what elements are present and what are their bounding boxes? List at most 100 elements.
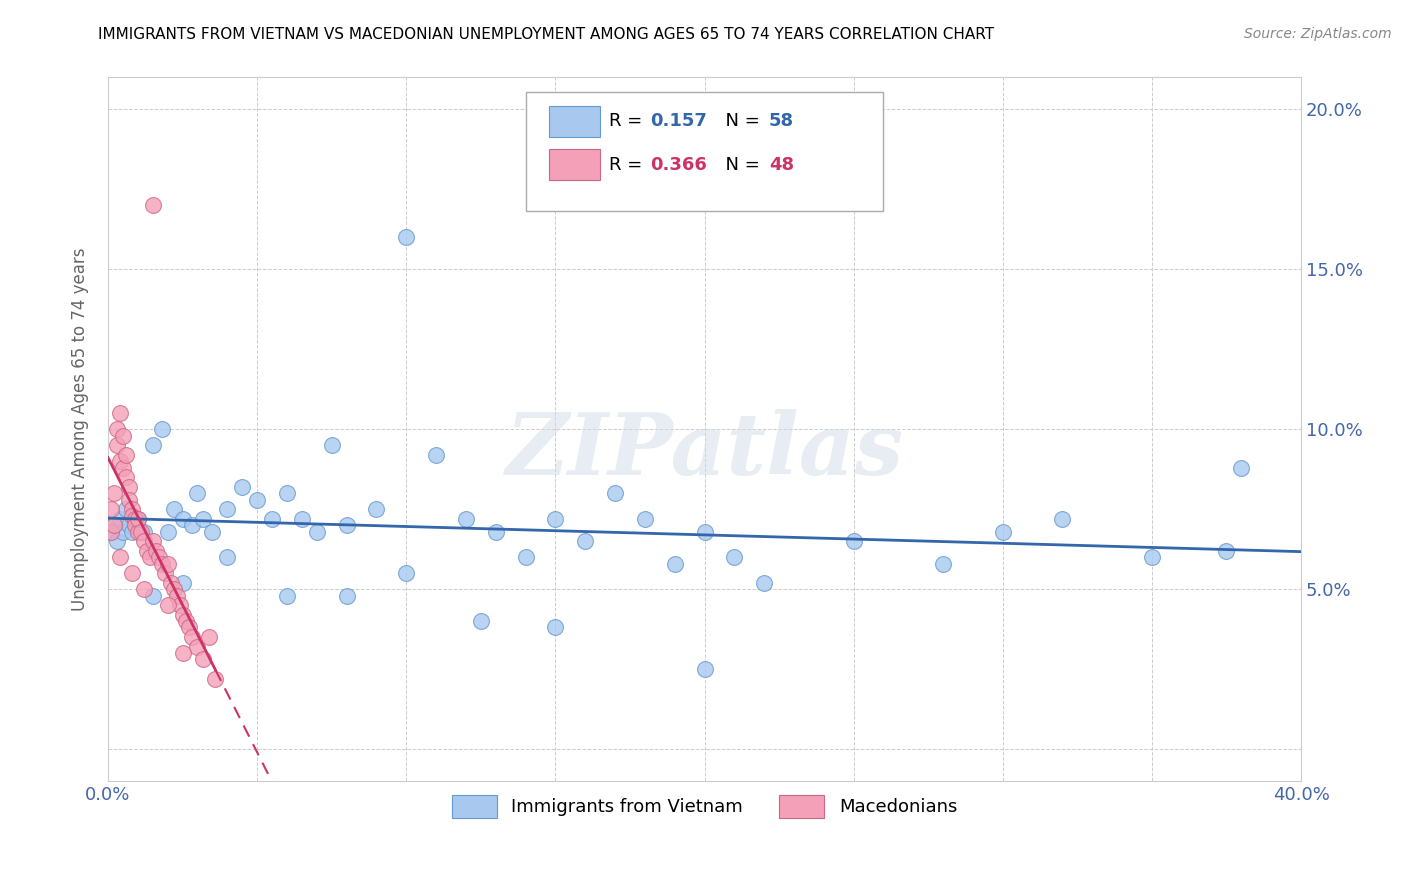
Point [177, 620, 200, 634]
Point [115, 470, 138, 484]
Text: 0.157: 0.157 [650, 112, 706, 130]
Point [111, 460, 134, 475]
Point [470, 614, 492, 628]
Point [723, 550, 745, 565]
Point [193, 512, 215, 526]
Point [108, 550, 131, 565]
Point [485, 524, 508, 539]
Point [193, 652, 215, 666]
Point [180, 518, 202, 533]
Text: Source: ZipAtlas.com: Source: ZipAtlas.com [1244, 27, 1392, 41]
Text: N =: N = [714, 112, 765, 130]
Point [932, 557, 955, 571]
Text: 0.366: 0.366 [650, 156, 706, 174]
Point [153, 566, 176, 581]
Point [991, 524, 1014, 539]
Point [142, 589, 165, 603]
Point [291, 512, 314, 526]
Point [159, 575, 181, 590]
Point [115, 448, 138, 462]
Text: N =: N = [714, 156, 765, 174]
Point [156, 524, 179, 539]
Point [1140, 550, 1163, 565]
Point [118, 518, 141, 533]
Point [752, 575, 775, 590]
Point [842, 534, 865, 549]
Point [142, 438, 165, 452]
Text: 48: 48 [769, 156, 794, 174]
Point [395, 230, 418, 244]
Point [231, 480, 253, 494]
Point [1052, 512, 1074, 526]
Point [186, 486, 208, 500]
Point [100, 502, 122, 516]
Point [142, 534, 165, 549]
Point [574, 534, 596, 549]
Point [108, 406, 131, 420]
Point [105, 534, 128, 549]
Point [204, 672, 226, 686]
Point [180, 630, 202, 644]
Y-axis label: Unemployment Among Ages 65 to 74 years: Unemployment Among Ages 65 to 74 years [72, 247, 89, 611]
Point [145, 543, 167, 558]
Point [127, 524, 149, 539]
Point [124, 512, 146, 526]
Point [1215, 543, 1237, 558]
Point [166, 589, 188, 603]
Point [201, 524, 224, 539]
Point [105, 438, 128, 452]
FancyBboxPatch shape [526, 92, 883, 211]
Point [124, 518, 146, 533]
Point [115, 502, 138, 516]
Point [246, 492, 269, 507]
Point [321, 438, 343, 452]
Point [634, 512, 657, 526]
Point [217, 502, 239, 516]
Point [174, 614, 197, 628]
Point [1230, 460, 1253, 475]
Point [121, 524, 143, 539]
Point [305, 524, 328, 539]
Point [111, 428, 134, 442]
Point [118, 480, 141, 494]
Point [111, 524, 134, 539]
Point [544, 512, 567, 526]
Point [132, 534, 155, 549]
Point [150, 557, 173, 571]
Point [693, 524, 716, 539]
Point [118, 492, 141, 507]
Point [132, 582, 155, 596]
Point [162, 582, 184, 596]
Point [603, 486, 626, 500]
Point [103, 486, 125, 500]
Point [105, 422, 128, 436]
Point [186, 640, 208, 654]
Point [515, 550, 537, 565]
Point [664, 557, 686, 571]
Text: R =: R = [609, 112, 648, 130]
Point [108, 454, 131, 468]
Point [156, 598, 179, 612]
Point [544, 620, 567, 634]
Point [336, 518, 359, 533]
Point [127, 512, 149, 526]
FancyBboxPatch shape [550, 149, 599, 180]
Point [425, 448, 447, 462]
Point [150, 422, 173, 436]
Point [454, 512, 477, 526]
Point [142, 198, 165, 212]
FancyBboxPatch shape [550, 105, 599, 136]
Point [129, 524, 152, 539]
Text: IMMIGRANTS FROM VIETNAM VS MACEDONIAN UNEMPLOYMENT AMONG AGES 65 TO 74 YEARS COR: IMMIGRANTS FROM VIETNAM VS MACEDONIAN UN… [98, 27, 994, 42]
Point [693, 662, 716, 676]
Point [108, 512, 131, 526]
Point [132, 524, 155, 539]
Text: 58: 58 [769, 112, 794, 130]
Point [156, 557, 179, 571]
Point [276, 589, 298, 603]
Point [103, 518, 125, 533]
Point [217, 550, 239, 565]
Point [336, 589, 359, 603]
Point [276, 486, 298, 500]
Text: ZIPatlas: ZIPatlas [505, 409, 904, 492]
